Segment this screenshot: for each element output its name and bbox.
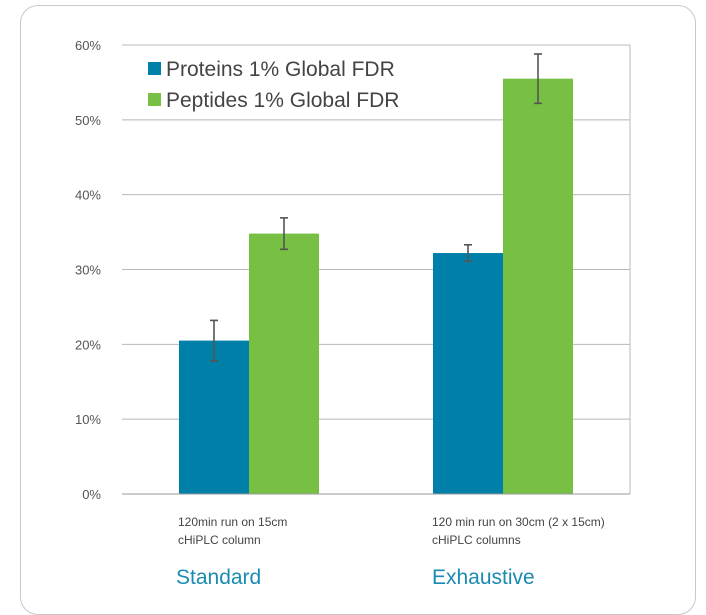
y-tick-labels: 0% 10% 20% 30% 40% 50% 60% (75, 38, 101, 502)
y-tick-label: 30% (75, 263, 101, 278)
bar-proteins-0 (179, 340, 249, 494)
bars (179, 78, 573, 495)
category-desc-standard-line1: 120min run on 15cm (178, 515, 287, 529)
y-tick-label: 50% (75, 113, 101, 128)
legend-swatch-peptides (148, 93, 161, 106)
error-bar-proteins-0 (210, 319, 218, 362)
y-tick-label: 20% (75, 337, 101, 352)
chart-frame (20, 5, 696, 615)
bar-proteins-1 (433, 253, 503, 494)
legend-label-peptides: Peptides 1% Global FDR (166, 89, 399, 112)
category-desc-exhaustive-line2: cHiPLC columns (432, 533, 521, 547)
y-tick-label: 0% (82, 487, 101, 502)
group-label-standard: Standard (176, 566, 261, 589)
error-bars (210, 53, 542, 362)
category-desc-exhaustive-line1: 120 min run on 30cm (2 x 15cm) (432, 515, 605, 529)
group-label-exhaustive: Exhaustive (432, 566, 535, 589)
bar-peptides-0 (249, 233, 319, 494)
error-bar-proteins-1 (464, 244, 472, 263)
y-tick-label: 40% (75, 188, 101, 203)
category-desc-standard-line2: cHiPLC column (178, 533, 261, 547)
legend: Proteins 1% Global FDR Peptides 1% Globa… (148, 58, 399, 112)
error-bar-peptides-0 (280, 217, 288, 251)
legend-swatch-proteins (148, 62, 161, 75)
category-labels: 120min run on 15cm cHiPLC column 120 min… (176, 515, 605, 589)
bar-peptides-1 (503, 78, 573, 495)
y-tick-label: 60% (75, 38, 101, 53)
error-bar-peptides-1 (534, 53, 542, 105)
legend-label-proteins: Proteins 1% Global FDR (166, 58, 395, 81)
y-tick-label: 10% (75, 412, 101, 427)
